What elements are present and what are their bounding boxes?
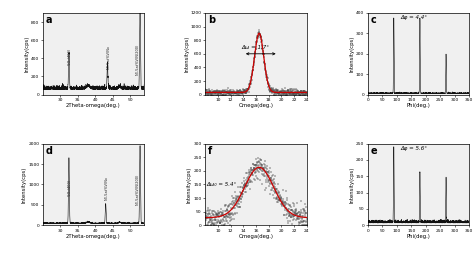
Y-axis label: Intensity(cps): Intensity(cps): [187, 166, 192, 203]
Text: c: c: [371, 15, 376, 25]
X-axis label: Phi(deg.): Phi(deg.): [407, 234, 430, 239]
X-axis label: 2Theta-omega(deg.): 2Theta-omega(deg.): [66, 234, 121, 239]
Text: f: f: [208, 146, 212, 156]
Text: Y₂O₃(400): Y₂O₃(400): [68, 49, 72, 66]
Text: Δφ = 5.6°: Δφ = 5.6°: [400, 146, 427, 151]
X-axis label: 2Theta-omega(deg.): 2Theta-omega(deg.): [66, 104, 121, 109]
Text: Δω₀ = 5.4°: Δω₀ = 5.4°: [207, 182, 237, 187]
Text: Ni(-5at%V)N(200): Ni(-5at%V)N(200): [135, 43, 139, 75]
Text: d: d: [46, 146, 53, 156]
Text: Ni(-5at%V)N(200): Ni(-5at%V)N(200): [135, 174, 139, 205]
Text: Ni(-5at%V)Nx: Ni(-5at%V)Nx: [107, 45, 110, 69]
Y-axis label: Intensity(cps): Intensity(cps): [349, 166, 355, 203]
Text: Δφ = 4.4°: Δφ = 4.4°: [400, 15, 427, 20]
Text: Y₂O₃(400): Y₂O₃(400): [68, 179, 72, 197]
Text: e: e: [371, 146, 377, 156]
X-axis label: Omega(deg.): Omega(deg.): [238, 234, 273, 239]
Text: b: b: [208, 15, 215, 25]
Text: Ni(-5at%V)Nx: Ni(-5at%V)Nx: [105, 176, 109, 200]
Y-axis label: Intensity(cps): Intensity(cps): [184, 35, 189, 72]
Y-axis label: Intensity(cps): Intensity(cps): [350, 35, 355, 72]
Text: a: a: [46, 15, 52, 25]
X-axis label: Phi(deg.): Phi(deg.): [407, 104, 430, 109]
Y-axis label: Intensity(cps): Intensity(cps): [25, 35, 29, 72]
Y-axis label: Intensity(cps): Intensity(cps): [22, 166, 27, 203]
X-axis label: Omega(deg.): Omega(deg.): [238, 104, 273, 109]
Text: Δω = 1.7°: Δω = 1.7°: [242, 45, 270, 50]
